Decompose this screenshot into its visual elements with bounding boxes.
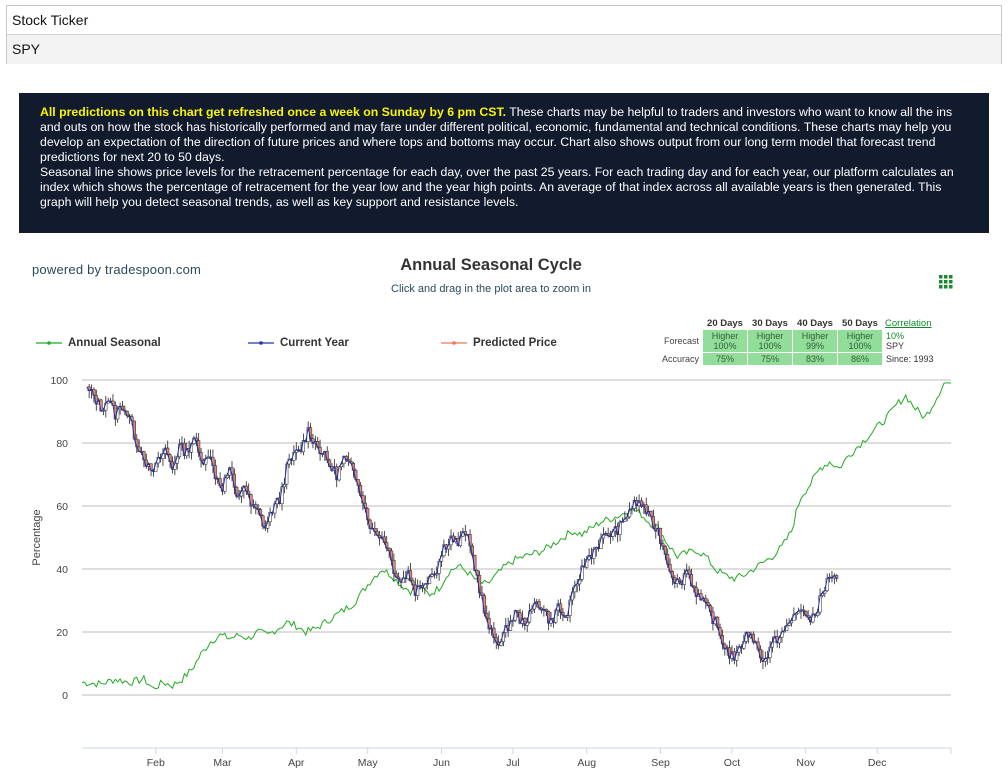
legend-item-annual-seasonal[interactable]: Annual Seasonal bbox=[36, 337, 161, 349]
forecast-cell: Higher 99% bbox=[793, 330, 838, 352]
x-tick-label: Oct bbox=[724, 757, 740, 769]
accuracy-cell: 86% bbox=[838, 353, 883, 365]
forecast-table: 20 Days 30 Days 40 Days 50 Days Correlat… bbox=[660, 317, 936, 366]
info-highlight: All predictions on this chart get refres… bbox=[40, 105, 507, 119]
x-tick-label: Jun bbox=[433, 757, 450, 769]
powered-by-link[interactable]: powered by tradespoon.com bbox=[32, 262, 202, 277]
correlation-info: 10% SPY bbox=[886, 331, 905, 351]
y-tick-label: 60 bbox=[56, 501, 68, 513]
x-tick-label: May bbox=[358, 757, 379, 769]
grid-menu-icon[interactable] bbox=[939, 275, 953, 289]
x-tick-label: Aug bbox=[577, 757, 596, 769]
header-20-days: 20 Days bbox=[707, 318, 743, 329]
forecast-cell: Higher 100% bbox=[748, 330, 793, 352]
series-annual-seasonal bbox=[81, 382, 952, 690]
x-tick-label: Nov bbox=[796, 757, 815, 769]
info-text-1: These charts may be helpful to traders a… bbox=[40, 105, 953, 164]
since-label: Since: 1993 bbox=[886, 354, 934, 364]
series-current-year bbox=[86, 386, 838, 663]
seasonal-chart[interactable]: 0 20 40 60 80 100 Feb Mar Apr May Jun Jul Aug Sep Oct N… bbox=[0, 360, 1008, 771]
legend-item-current-year[interactable]: Current Year bbox=[248, 337, 349, 349]
header-30-days: 30 Days bbox=[752, 318, 788, 329]
legend-line-icon bbox=[248, 341, 274, 345]
info-paragraph-1: All predictions on this chart get refres… bbox=[40, 105, 975, 165]
info-paragraph-2: Seasonal line shows price levels for the… bbox=[40, 165, 954, 209]
y-tick-label: 80 bbox=[56, 438, 68, 450]
y-axis-title: Percentage bbox=[31, 509, 43, 565]
header-40-days: 40 Days bbox=[797, 318, 833, 329]
accuracy-cell: 83% bbox=[793, 353, 838, 365]
ticker-label: Stock Ticker bbox=[7, 6, 1001, 35]
legend-label: Annual Seasonal bbox=[68, 337, 161, 349]
y-tick-label: 20 bbox=[56, 627, 68, 639]
y-tick-label: 40 bbox=[56, 564, 68, 576]
forecast-cell: Higher 100% bbox=[703, 330, 748, 352]
correlation-link[interactable]: Correlation bbox=[885, 318, 932, 329]
accuracy-cell: 75% bbox=[748, 353, 793, 365]
x-tick-label: Mar bbox=[213, 757, 232, 769]
ticker-panel: Stock Ticker SPY bbox=[6, 5, 1002, 64]
x-tick-label: Feb bbox=[147, 757, 165, 769]
x-tick-label: Dec bbox=[868, 757, 887, 769]
header-50-days: 50 Days bbox=[842, 318, 878, 329]
x-tick-label: Jul bbox=[506, 757, 519, 769]
y-tick-label: 0 bbox=[62, 690, 68, 702]
x-tick-label: Apr bbox=[288, 757, 305, 769]
accuracy-cell: 75% bbox=[703, 353, 748, 365]
x-tick-label: Sep bbox=[651, 757, 670, 769]
forecast-cell: Higher 100% bbox=[838, 330, 883, 352]
y-tick-label: 100 bbox=[50, 375, 68, 387]
legend-label: Current Year bbox=[280, 337, 349, 349]
chart-title: Annual Seasonal Cycle bbox=[400, 256, 582, 274]
legend-item-predicted-price[interactable]: Predicted Price bbox=[441, 337, 557, 349]
accuracy-label: Accuracy bbox=[662, 354, 700, 364]
legend-line-icon bbox=[441, 341, 467, 345]
ticker-input[interactable]: SPY bbox=[7, 35, 1001, 64]
info-panel: All predictions on this chart get refres… bbox=[19, 93, 989, 233]
chart-subtitle: Click and drag in the plot area to zoom … bbox=[391, 283, 591, 295]
forecast-label: Forecast bbox=[664, 336, 700, 346]
legend-label: Predicted Price bbox=[473, 337, 557, 349]
legend-line-icon bbox=[36, 341, 62, 345]
